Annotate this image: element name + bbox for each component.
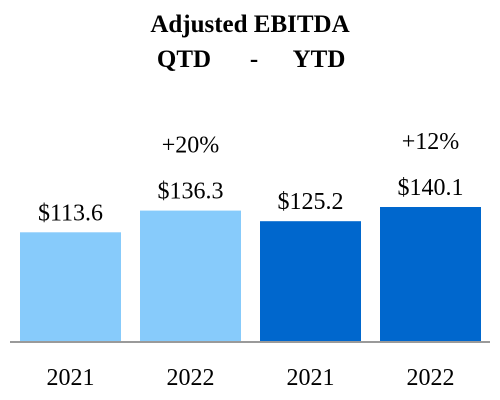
- change-label: +12%: [402, 129, 460, 155]
- value-label: $136.3: [158, 179, 224, 205]
- x-tick-label: 2021: [287, 365, 335, 391]
- x-tick-label: 2022: [407, 365, 455, 391]
- bar-2021-qtd: [20, 232, 121, 341]
- subtitle-left: QTD: [157, 46, 211, 73]
- bar-2022-ytd: [380, 207, 481, 341]
- x-tick-label: 2022: [167, 365, 215, 391]
- plot-area: $113.6 2021 $136.3 +20% 2022 $125.2 2021 $140.1…: [10, 129, 490, 391]
- value-label: $125.2: [278, 189, 344, 215]
- value-label: $113.6: [38, 200, 103, 226]
- change-label: +20%: [162, 133, 220, 159]
- x-tick-label: 2021: [47, 365, 95, 391]
- bar-2021-ytd: [260, 221, 361, 341]
- value-label: $140.1: [398, 175, 464, 201]
- subtitle-separator: -: [250, 46, 258, 73]
- chart-title: Adjusted EBITDA: [150, 11, 349, 38]
- subtitle-right: YTD: [293, 46, 346, 73]
- bar-2022-qtd: [140, 210, 241, 341]
